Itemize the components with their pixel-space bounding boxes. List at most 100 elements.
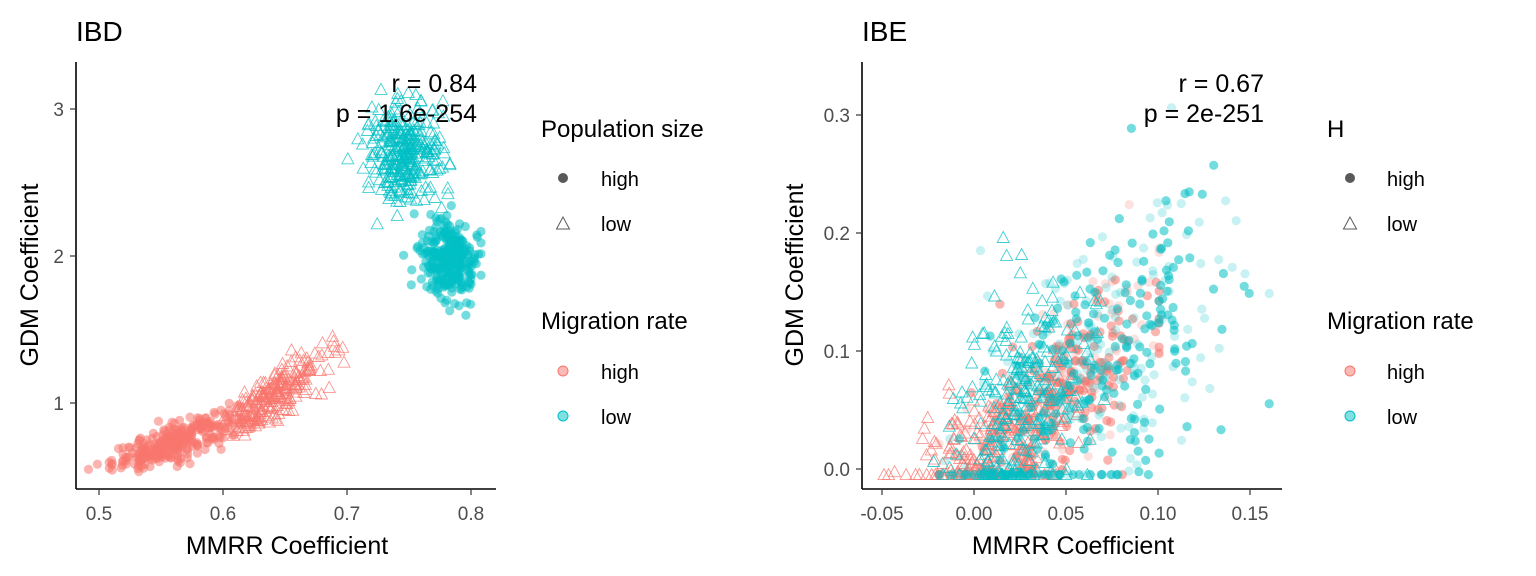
data-point-triangle <box>374 82 388 95</box>
data-point-triangle <box>1004 467 1019 481</box>
legend-title: Migration rate <box>541 308 688 335</box>
data-point-triangle <box>1029 388 1043 402</box>
data-point-triangle <box>1041 368 1056 381</box>
data-point-triangle <box>1045 303 1059 316</box>
data-point-circle <box>1063 300 1073 310</box>
data-point-triangle <box>423 163 437 176</box>
data-point-triangle <box>964 356 979 369</box>
data-point-circle <box>1205 383 1215 394</box>
data-point-triangle <box>967 431 981 444</box>
data-point-triangle <box>1068 323 1082 336</box>
data-point-circle <box>419 243 429 253</box>
data-point-triangle <box>955 385 969 398</box>
data-point-circle <box>457 276 467 286</box>
data-point-triangle <box>398 158 412 171</box>
data-point-circle <box>1194 217 1204 227</box>
legend-label: high <box>601 169 639 191</box>
data-point-circle <box>1214 255 1224 265</box>
data-point-triangle <box>989 344 1004 357</box>
y-tick-label: 0.1 <box>824 342 850 363</box>
data-point-triangle <box>1097 392 1111 405</box>
data-point-triangle <box>261 399 275 412</box>
data-point-triangle <box>919 447 934 461</box>
data-point-triangle <box>404 169 418 182</box>
data-point-circle <box>1159 226 1169 236</box>
data-point-circle <box>1107 277 1117 287</box>
data-point-circle <box>1126 123 1136 133</box>
data-point-circle <box>1040 450 1050 460</box>
data-point-triangle <box>294 345 309 359</box>
data-point-triangle <box>1069 389 1083 402</box>
data-point-circle <box>1168 302 1178 313</box>
data-point-triangle <box>361 117 375 131</box>
data-point-circle <box>170 445 180 455</box>
data-point-circle <box>969 470 979 480</box>
data-point-triangle <box>982 429 997 442</box>
data-point-circle <box>1196 353 1206 363</box>
data-point-triangle <box>409 193 424 206</box>
data-point-triangle <box>381 120 395 134</box>
data-point-triangle <box>1006 407 1021 420</box>
data-point-triangle <box>436 140 451 154</box>
data-point-triangle <box>963 414 977 427</box>
data-point-triangle <box>1063 340 1078 353</box>
x-tick-label: 0.10 <box>1140 504 1177 525</box>
data-point-triangle <box>1014 352 1029 365</box>
data-point-circle <box>1093 334 1103 344</box>
data-point-circle <box>1227 262 1237 272</box>
data-point-triangle <box>393 168 407 181</box>
data-point-circle <box>1116 423 1126 433</box>
data-point-circle <box>1124 466 1134 476</box>
data-point-circle <box>1180 357 1190 367</box>
y-axis-title: GDM Coefficient <box>781 183 809 366</box>
data-point-circle <box>975 245 986 256</box>
data-point-triangle <box>395 154 409 167</box>
data-point-circle <box>445 279 455 289</box>
data-point-triangle <box>384 161 398 174</box>
data-point-triangle <box>1046 275 1060 288</box>
data-point-triangle <box>1057 391 1072 405</box>
data-point-circle <box>1072 270 1082 280</box>
data-point-circle <box>214 438 224 448</box>
data-point-circle <box>1143 470 1153 480</box>
data-point-circle <box>1100 373 1110 383</box>
data-point-triangle <box>381 178 395 191</box>
data-point-triangle <box>335 340 350 353</box>
data-point-triangle <box>917 421 932 434</box>
data-point-triangle <box>399 168 414 182</box>
data-point-circle <box>1122 343 1132 353</box>
data-point-triangle <box>366 131 381 144</box>
data-point-triangle <box>1010 408 1024 421</box>
data-point-triangle <box>1049 315 1063 328</box>
y-tick-label: 0.0 <box>824 460 850 481</box>
data-point-circle <box>1183 226 1193 236</box>
data-point-triangle <box>238 428 252 441</box>
data-point-circle <box>1170 331 1180 341</box>
data-point-triangle <box>279 391 294 405</box>
data-point-triangle <box>978 379 993 393</box>
data-point-triangle <box>977 326 991 339</box>
data-point-circle <box>134 435 144 445</box>
data-point-circle <box>469 254 479 264</box>
data-point-triangle <box>1014 247 1029 260</box>
data-point-triangle <box>278 390 292 404</box>
data-point-triangle <box>1038 310 1052 324</box>
correlation-annotation: r = 0.67 <box>1179 70 1264 98</box>
data-point-triangle <box>415 134 430 148</box>
data-point-triangle <box>1018 383 1032 396</box>
data-point-triangle <box>950 415 965 428</box>
data-point-triangle <box>218 422 232 435</box>
data-point-triangle <box>920 410 935 423</box>
data-point-triangle <box>1026 281 1040 294</box>
data-point-triangle <box>240 398 254 411</box>
data-point-triangle <box>899 467 913 481</box>
data-point-triangle <box>389 95 403 108</box>
data-point-triangle <box>428 139 442 152</box>
data-point-circle <box>1078 414 1088 424</box>
data-point-circle <box>1164 261 1174 271</box>
data-point-circle <box>1148 229 1158 239</box>
data-point-circle <box>163 434 173 444</box>
data-point-triangle <box>431 105 446 119</box>
data-point-circle <box>1148 270 1158 280</box>
data-point-triangle <box>985 382 1000 396</box>
